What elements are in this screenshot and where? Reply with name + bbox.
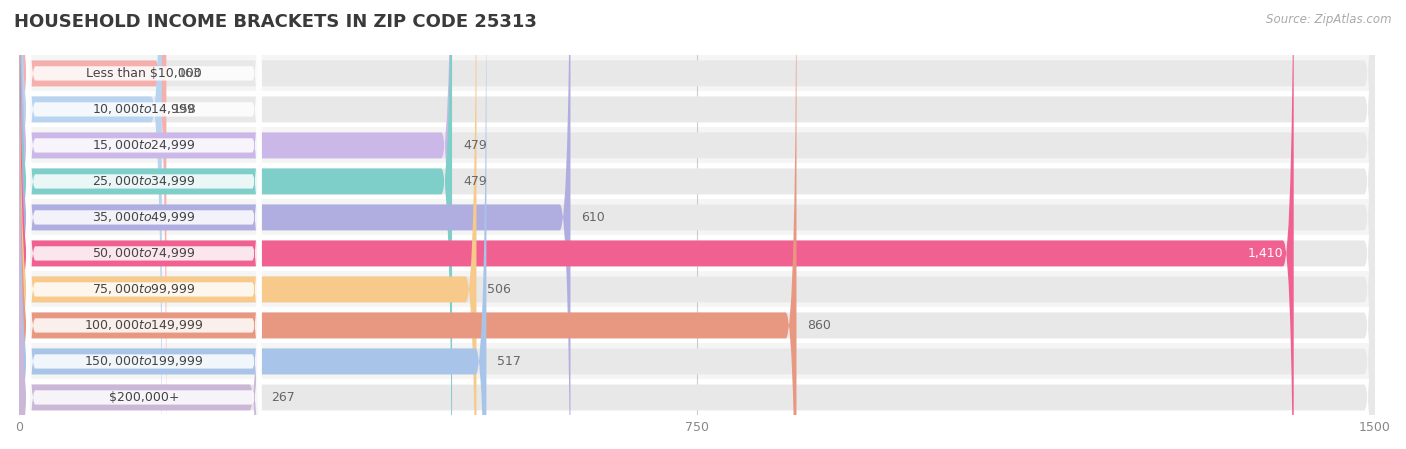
Text: $10,000 to $14,999: $10,000 to $14,999 <box>91 102 195 116</box>
Text: 479: 479 <box>463 139 486 152</box>
Text: $35,000 to $49,999: $35,000 to $49,999 <box>91 211 195 224</box>
Text: Source: ZipAtlas.com: Source: ZipAtlas.com <box>1267 13 1392 26</box>
FancyBboxPatch shape <box>27 0 262 449</box>
Bar <box>0 308 1402 343</box>
Text: 517: 517 <box>498 355 522 368</box>
FancyBboxPatch shape <box>20 0 486 449</box>
Text: $200,000+: $200,000+ <box>108 391 179 404</box>
Text: $15,000 to $24,999: $15,000 to $24,999 <box>91 138 195 152</box>
Bar <box>0 379 1402 415</box>
FancyBboxPatch shape <box>20 0 1375 449</box>
Text: 860: 860 <box>807 319 831 332</box>
Bar <box>0 163 1402 199</box>
FancyBboxPatch shape <box>20 0 1375 449</box>
Bar <box>0 92 1402 128</box>
FancyBboxPatch shape <box>20 0 1375 449</box>
FancyBboxPatch shape <box>20 0 453 449</box>
Text: $150,000 to $199,999: $150,000 to $199,999 <box>84 354 204 369</box>
Text: 506: 506 <box>488 283 512 296</box>
Bar <box>0 343 1402 379</box>
FancyBboxPatch shape <box>20 0 477 449</box>
Bar <box>0 235 1402 272</box>
Text: $25,000 to $34,999: $25,000 to $34,999 <box>91 174 195 189</box>
Text: 267: 267 <box>271 391 295 404</box>
FancyBboxPatch shape <box>20 0 1375 449</box>
Text: 610: 610 <box>581 211 605 224</box>
FancyBboxPatch shape <box>20 0 571 449</box>
Text: $100,000 to $149,999: $100,000 to $149,999 <box>84 318 204 332</box>
FancyBboxPatch shape <box>27 0 262 449</box>
Text: 479: 479 <box>463 175 486 188</box>
FancyBboxPatch shape <box>20 0 1294 449</box>
Text: 1,410: 1,410 <box>1247 247 1282 260</box>
Text: $75,000 to $99,999: $75,000 to $99,999 <box>91 282 195 296</box>
FancyBboxPatch shape <box>20 0 1375 449</box>
FancyBboxPatch shape <box>27 0 262 449</box>
FancyBboxPatch shape <box>27 0 262 449</box>
FancyBboxPatch shape <box>20 0 166 449</box>
FancyBboxPatch shape <box>27 0 262 449</box>
FancyBboxPatch shape <box>20 0 1375 449</box>
FancyBboxPatch shape <box>20 0 260 449</box>
FancyBboxPatch shape <box>27 9 262 449</box>
FancyBboxPatch shape <box>20 0 1375 449</box>
FancyBboxPatch shape <box>20 0 162 449</box>
FancyBboxPatch shape <box>20 0 1375 449</box>
Text: $50,000 to $74,999: $50,000 to $74,999 <box>91 247 195 260</box>
FancyBboxPatch shape <box>27 0 262 449</box>
Bar <box>0 128 1402 163</box>
FancyBboxPatch shape <box>20 0 796 449</box>
FancyBboxPatch shape <box>20 0 1375 449</box>
FancyBboxPatch shape <box>27 44 262 449</box>
Bar <box>0 272 1402 308</box>
Text: 158: 158 <box>173 103 197 116</box>
Text: 163: 163 <box>177 67 201 80</box>
Text: HOUSEHOLD INCOME BRACKETS IN ZIP CODE 25313: HOUSEHOLD INCOME BRACKETS IN ZIP CODE 25… <box>14 13 537 31</box>
FancyBboxPatch shape <box>20 0 453 449</box>
FancyBboxPatch shape <box>27 0 262 449</box>
FancyBboxPatch shape <box>27 0 262 426</box>
FancyBboxPatch shape <box>20 0 1375 449</box>
Bar <box>0 199 1402 235</box>
Text: Less than $10,000: Less than $10,000 <box>86 67 201 80</box>
Bar <box>0 55 1402 92</box>
